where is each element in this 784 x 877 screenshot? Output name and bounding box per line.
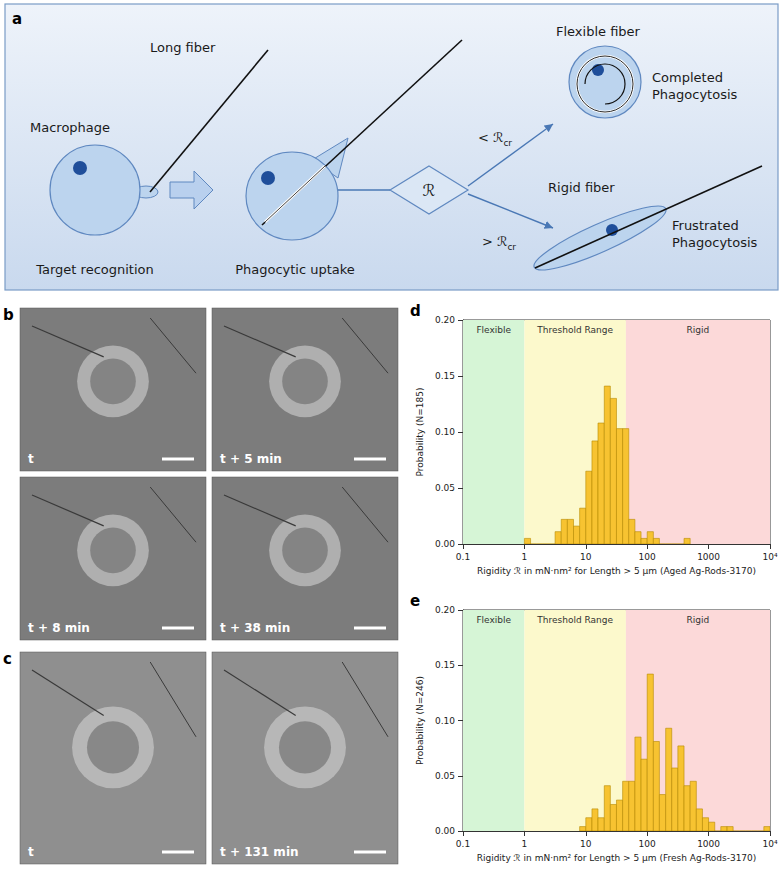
svg-text:100: 100	[639, 552, 656, 562]
svg-text:t + 5 min: t + 5 min	[220, 452, 282, 466]
svg-text:Flexible: Flexible	[476, 615, 511, 625]
svg-text:e: e	[410, 592, 420, 610]
svg-text:1: 1	[522, 552, 528, 562]
svg-text:d: d	[410, 302, 421, 320]
svg-text:0.05: 0.05	[435, 483, 455, 493]
svg-text:Rigid: Rigid	[687, 325, 710, 335]
svg-text:< ℛcr: < ℛcr	[478, 130, 512, 148]
svg-text:1: 1	[522, 839, 528, 849]
svg-text:Probability (N=185): Probability (N=185)	[415, 388, 425, 477]
svg-text:c: c	[3, 650, 12, 668]
svg-text:0.10: 0.10	[435, 716, 455, 726]
svg-text:100: 100	[639, 839, 656, 849]
svg-text:ℛ: ℛ	[423, 181, 436, 200]
svg-text:0.15: 0.15	[435, 371, 455, 381]
svg-text:10: 10	[580, 552, 592, 562]
svg-text:Rigid: Rigid	[687, 615, 710, 625]
svg-text:1000: 1000	[697, 839, 720, 849]
svg-text:0.00: 0.00	[435, 539, 455, 549]
svg-text:0.20: 0.20	[435, 315, 455, 325]
svg-text:Probability (N=246): Probability (N=246)	[415, 676, 425, 765]
svg-text:10⁴: 10⁴	[762, 552, 777, 562]
svg-text:t: t	[28, 452, 34, 466]
svg-text:Threshold Range: Threshold Range	[536, 615, 613, 625]
svg-text:Threshold Range: Threshold Range	[536, 325, 613, 335]
svg-text:0.10: 0.10	[435, 427, 455, 437]
svg-text:Flexible: Flexible	[476, 325, 511, 335]
svg-text:a: a	[12, 10, 22, 28]
svg-text:0.05: 0.05	[435, 771, 455, 781]
svg-text:> ℛcr: > ℛcr	[482, 234, 516, 252]
svg-text:t + 131 min: t + 131 min	[220, 845, 299, 859]
svg-text:Rigid fiber: Rigid fiber	[548, 180, 615, 195]
svg-text:Rigidity ℛ in mN·nm² for Lengt: Rigidity ℛ in mN·nm² for Length > 5 µm (…	[477, 566, 756, 576]
svg-text:FrustratedPhagocytosis: FrustratedPhagocytosis	[672, 218, 758, 250]
svg-text:0.1: 0.1	[456, 839, 470, 849]
svg-text:10: 10	[580, 839, 592, 849]
svg-text:Macrophage: Macrophage	[30, 120, 110, 135]
svg-text:CompletedPhagocytosis: CompletedPhagocytosis	[652, 70, 738, 102]
svg-text:Flexible fiber: Flexible fiber	[556, 24, 641, 39]
svg-text:0.1: 0.1	[456, 552, 470, 562]
svg-text:0.20: 0.20	[435, 605, 455, 615]
svg-text:0.15: 0.15	[435, 660, 455, 670]
svg-text:b: b	[3, 306, 14, 324]
svg-text:Long fiber: Long fiber	[150, 40, 216, 55]
svg-text:Phagocytic uptake: Phagocytic uptake	[235, 262, 355, 277]
svg-text:1000: 1000	[697, 552, 720, 562]
svg-text:0.00: 0.00	[435, 826, 455, 836]
svg-text:Target recognition: Target recognition	[35, 262, 154, 277]
svg-text:t + 38 min: t + 38 min	[220, 621, 290, 635]
svg-text:t: t	[28, 845, 34, 859]
svg-text:t + 8 min: t + 8 min	[28, 621, 90, 635]
svg-text:Rigidity ℛ in mN·nm² for Lengt: Rigidity ℛ in mN·nm² for Length > 5 µm (…	[477, 853, 757, 863]
svg-text:10⁴: 10⁴	[762, 839, 777, 849]
